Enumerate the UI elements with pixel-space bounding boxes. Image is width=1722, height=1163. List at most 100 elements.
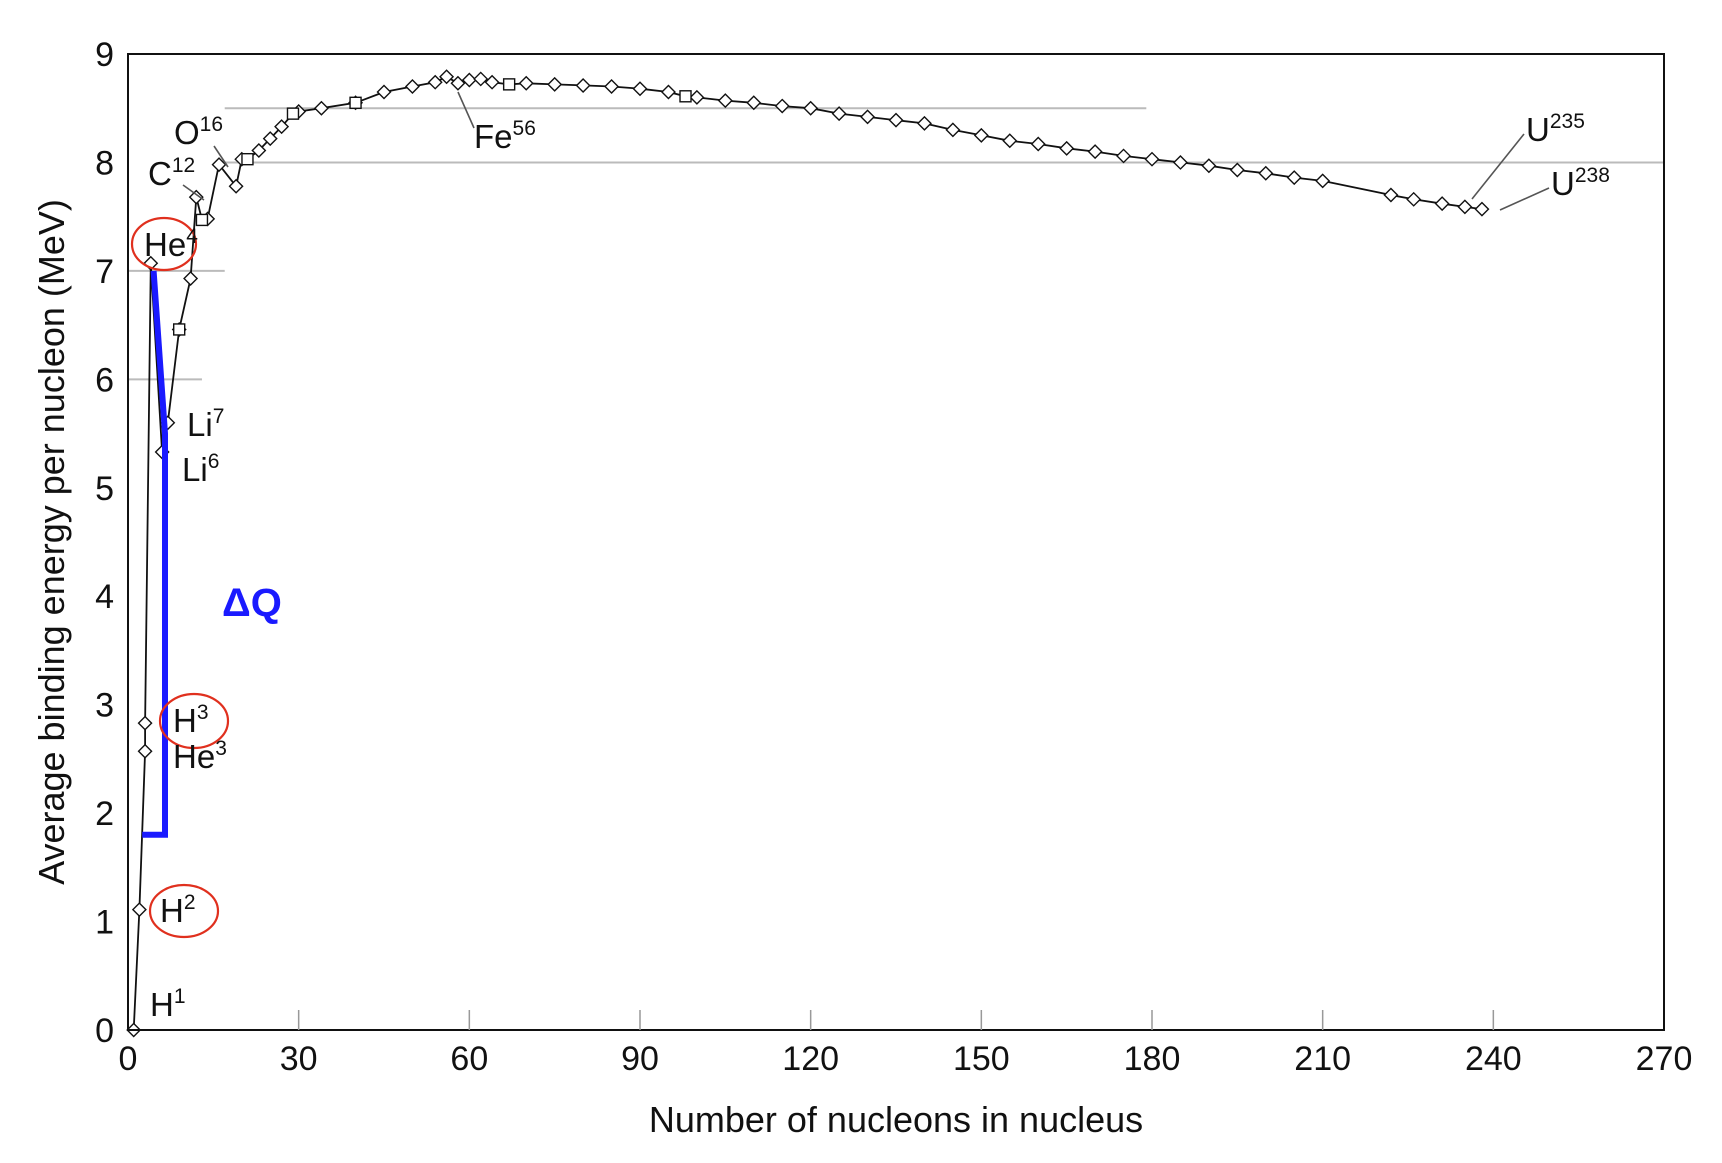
highlight-circle — [130, 216, 198, 272]
y-tick-label: 3 — [95, 687, 114, 725]
highlight-circle — [148, 883, 220, 939]
diamond-marker — [274, 119, 290, 135]
diamond-marker — [660, 84, 676, 100]
diamond-marker — [916, 115, 932, 131]
diamond-marker — [860, 109, 876, 125]
nuclide-symbol: H — [173, 702, 197, 739]
diamond-marker — [1030, 136, 1046, 152]
diamond-marker — [547, 76, 563, 92]
nuclide-mass-number: 7 — [213, 405, 225, 428]
square-marker — [679, 90, 692, 103]
diamond-marker — [1406, 191, 1422, 207]
nuclide-symbol: U — [1526, 111, 1550, 148]
x-tick-label: 180 — [1124, 1040, 1181, 1078]
delta-q-group: ΔQ — [142, 270, 282, 838]
diamond-marker — [404, 79, 420, 95]
nuclide-mass-number: 6 — [208, 450, 220, 473]
diamond-marker — [604, 79, 620, 95]
square-marker — [502, 78, 516, 91]
nuclide-label-li6: Li6 — [182, 450, 219, 488]
nuclide-symbol: H — [150, 986, 174, 1023]
diamond-marker — [803, 100, 819, 116]
x-axis-title: Number of nucleons in nucleus — [649, 1099, 1143, 1140]
diamond-marker — [439, 69, 455, 85]
diamond-marker — [183, 270, 199, 286]
nuclide-symbol: Fe — [474, 118, 513, 155]
square-marker — [241, 152, 254, 166]
square-marker — [349, 96, 362, 110]
diamond-marker — [137, 715, 153, 731]
diamond-marker — [473, 71, 489, 87]
diamond-marker — [262, 131, 278, 147]
y-axis-title: Average binding energy per nucleon (MeV) — [31, 199, 72, 885]
nuclide-mass-number: 4 — [186, 225, 198, 248]
y-tick-label: 4 — [95, 578, 114, 616]
y-tick-label: 6 — [95, 361, 114, 399]
nuclide-mass-number: 235 — [1550, 110, 1585, 133]
diamond-marker — [188, 189, 204, 205]
nuclide-label-c12: C12 — [148, 154, 195, 192]
nuclide-symbol: C — [148, 155, 172, 192]
diamond-marker — [1087, 144, 1103, 160]
diamond-marker — [1002, 133, 1018, 149]
y-tick-label: 7 — [95, 253, 114, 291]
nuclide-symbol: U — [1551, 165, 1575, 202]
diamond-marker — [1457, 199, 1473, 215]
label-leader — [1499, 187, 1550, 211]
diamond-marker — [376, 84, 392, 100]
plot-frame — [127, 53, 1665, 1031]
nuclide-mass-number: 3 — [197, 701, 209, 724]
diamond-marker — [228, 178, 244, 194]
nuclide-symbol: He — [144, 226, 186, 263]
diamond-marker — [717, 93, 733, 109]
x-tick-label: 210 — [1294, 1040, 1351, 1078]
x-tick-label: 60 — [450, 1040, 488, 1078]
diamond-marker — [774, 98, 790, 114]
diamond-marker — [484, 74, 500, 90]
diamond-marker — [945, 122, 961, 138]
nuclide-mass-number: 1 — [174, 985, 186, 1008]
square-marker — [172, 323, 186, 336]
nuclide-label-h1: H1 — [150, 985, 186, 1023]
square-marker — [286, 107, 300, 120]
diamond-marker — [746, 95, 762, 111]
nuclide-label-li7: Li7 — [187, 405, 224, 443]
nuclide-symbol: He — [173, 738, 215, 775]
nuclide-mass-number: 2 — [184, 891, 196, 914]
nuclide-mass-number: 56 — [513, 117, 536, 140]
label-leader — [213, 145, 229, 168]
diamond-marker — [211, 157, 227, 173]
nuclide-label-he4: He4 — [144, 225, 198, 263]
nuclide-symbol: H — [160, 892, 184, 929]
diamond-marker — [1144, 151, 1160, 167]
x-tick-label: 270 — [1636, 1040, 1693, 1078]
y-tick-label: 5 — [95, 470, 114, 508]
diamond-marker — [1286, 170, 1302, 186]
diamond-marker — [973, 127, 989, 143]
nuclide-symbol: O — [174, 114, 200, 151]
delta-q-label: ΔQ — [222, 581, 282, 625]
diamond-marker — [251, 143, 267, 159]
nuclide-label-fe56: Fe56 — [474, 117, 536, 155]
diamond-marker — [831, 106, 847, 122]
nuclide-label-u235: U235 — [1526, 110, 1585, 148]
highlight-circle — [158, 692, 230, 750]
diamond-marker — [1315, 173, 1331, 189]
y-tick-label: 0 — [95, 1012, 114, 1050]
binding-curve — [132, 75, 1483, 1031]
diamond-marker — [1383, 187, 1399, 203]
diamond-marker — [518, 75, 534, 91]
nuclide-mass-number: 3 — [215, 737, 227, 760]
diamond-marker — [888, 112, 904, 128]
nuclide-label-u238: U238 — [1551, 164, 1610, 202]
y-tick-label: 1 — [95, 904, 114, 942]
diamond-marker — [131, 902, 147, 918]
label-leader — [457, 91, 475, 129]
x-tick-label: 120 — [782, 1040, 839, 1078]
diamond-marker — [427, 74, 443, 90]
x-tick-label: 90 — [621, 1040, 659, 1078]
diamond-marker — [313, 100, 329, 116]
label-leader — [1471, 133, 1525, 200]
